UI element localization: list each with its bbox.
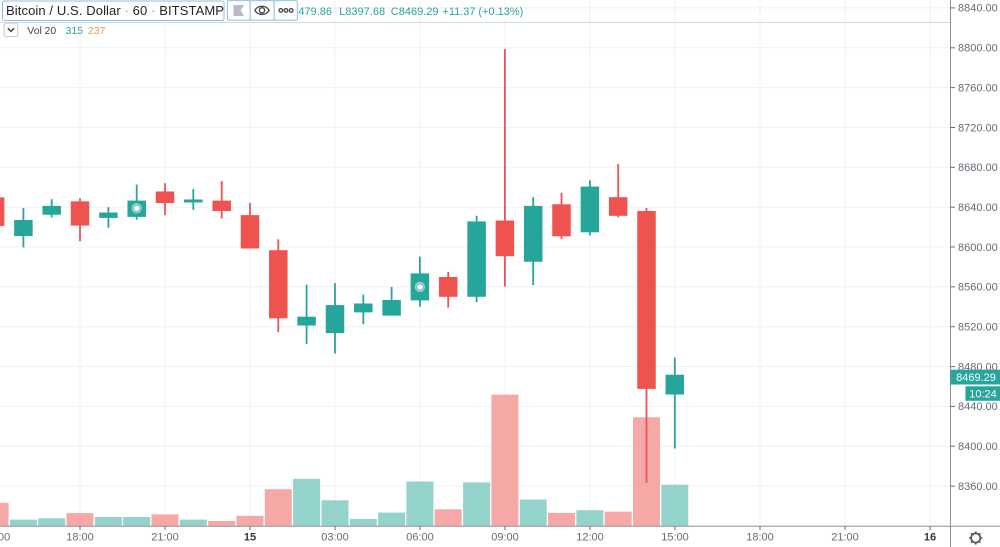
svg-text:237: 237 xyxy=(88,25,106,37)
svg-text:8440.00: 8440.00 xyxy=(958,401,998,413)
svg-text:8360.00: 8360.00 xyxy=(958,481,998,493)
svg-text:03:00: 03:00 xyxy=(321,532,349,544)
svg-text:C8469.29: C8469.29 xyxy=(391,6,439,18)
svg-text:12:00: 12:00 xyxy=(576,532,604,544)
svg-text:8720.00: 8720.00 xyxy=(958,122,998,134)
svg-text:18:00: 18:00 xyxy=(66,532,94,544)
svg-text:8469.29: 8469.29 xyxy=(956,372,996,384)
svg-text:Vol: Vol xyxy=(27,25,42,37)
svg-text:8760.00: 8760.00 xyxy=(958,82,998,94)
svg-text:479.86: 479.86 xyxy=(298,6,332,18)
svg-text:15: 15 xyxy=(244,532,256,544)
svg-text:8520.00: 8520.00 xyxy=(958,322,998,334)
svg-text:8840.00: 8840.00 xyxy=(958,3,998,15)
svg-text:8680.00: 8680.00 xyxy=(958,162,998,174)
svg-text:L8397.68: L8397.68 xyxy=(339,6,385,18)
svg-text:21:00: 21:00 xyxy=(831,532,859,544)
svg-text:15:00: 15:00 xyxy=(661,532,689,544)
svg-text:20: 20 xyxy=(45,25,57,37)
svg-text:315: 315 xyxy=(66,25,84,37)
svg-text:10:24: 10:24 xyxy=(969,389,997,401)
svg-text:8640.00: 8640.00 xyxy=(958,202,998,214)
svg-text:18:00: 18:00 xyxy=(746,532,774,544)
svg-text:+11.37: +11.37 xyxy=(442,6,475,18)
svg-text:8800.00: 8800.00 xyxy=(958,43,998,55)
svg-text:06:00: 06:00 xyxy=(406,532,434,544)
svg-text:09:00: 09:00 xyxy=(491,532,519,544)
svg-text:15:00: 15:00 xyxy=(0,532,10,544)
svg-text:8560.00: 8560.00 xyxy=(958,282,998,294)
svg-text:(+0.13%): (+0.13%) xyxy=(478,6,523,18)
svg-text:Bitcoin / U.S. Dollar · 60 · B: Bitcoin / U.S. Dollar · 60 · BITSTAMP xyxy=(6,3,224,18)
svg-text:8600.00: 8600.00 xyxy=(958,242,998,254)
svg-text:16: 16 xyxy=(924,532,936,544)
svg-text:21:00: 21:00 xyxy=(151,532,179,544)
svg-text:8400.00: 8400.00 xyxy=(958,441,998,453)
